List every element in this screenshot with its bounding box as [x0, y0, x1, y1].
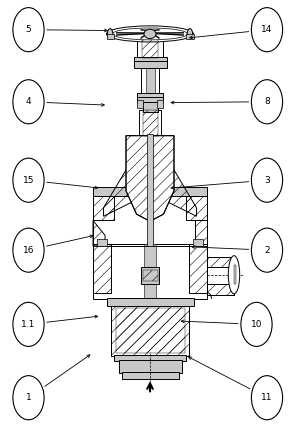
Bar	[137, 100, 143, 108]
Bar	[157, 100, 163, 108]
Text: 2: 2	[264, 245, 270, 255]
Text: 16: 16	[23, 245, 34, 255]
Bar	[186, 34, 194, 39]
Ellipse shape	[112, 28, 188, 40]
Bar	[118, 360, 182, 373]
Bar	[141, 267, 159, 284]
Circle shape	[251, 8, 283, 52]
Text: 14: 14	[261, 25, 273, 34]
Circle shape	[13, 158, 44, 202]
Bar	[137, 93, 163, 98]
Bar	[207, 257, 234, 267]
Bar	[106, 34, 114, 39]
Bar	[207, 257, 234, 295]
Bar	[144, 244, 156, 299]
Bar	[142, 37, 158, 58]
Ellipse shape	[107, 28, 113, 39]
Text: 4: 4	[26, 97, 31, 106]
Circle shape	[251, 80, 283, 124]
Polygon shape	[126, 136, 174, 221]
Circle shape	[13, 80, 44, 124]
Bar	[143, 134, 157, 212]
Bar	[141, 67, 159, 95]
Text: 1: 1	[26, 393, 32, 402]
Circle shape	[13, 228, 44, 272]
Ellipse shape	[144, 29, 156, 39]
Circle shape	[251, 158, 283, 202]
Text: 3: 3	[264, 176, 270, 185]
Circle shape	[251, 376, 283, 420]
Bar	[139, 110, 161, 136]
Bar	[142, 270, 158, 281]
Text: 8: 8	[264, 97, 270, 106]
Bar	[142, 110, 158, 136]
Bar	[137, 37, 163, 58]
Ellipse shape	[187, 28, 193, 39]
Text: 15: 15	[23, 176, 34, 185]
Bar	[146, 134, 154, 212]
Bar	[142, 102, 158, 112]
Bar	[93, 195, 207, 246]
Bar	[146, 67, 154, 95]
Bar	[134, 61, 166, 68]
Circle shape	[13, 376, 44, 420]
Bar	[234, 265, 236, 284]
Text: 10: 10	[251, 320, 262, 329]
Ellipse shape	[228, 256, 240, 294]
Ellipse shape	[106, 26, 194, 42]
Bar	[189, 244, 207, 293]
Bar	[93, 187, 207, 196]
Bar	[147, 134, 153, 246]
Bar	[134, 57, 166, 62]
Bar	[114, 355, 186, 361]
Bar	[193, 239, 203, 246]
Bar	[93, 244, 111, 293]
Circle shape	[251, 228, 283, 272]
Bar	[111, 305, 189, 356]
Circle shape	[13, 302, 44, 346]
Text: 11: 11	[261, 393, 273, 402]
Bar	[137, 97, 163, 103]
Bar	[111, 305, 189, 356]
Circle shape	[241, 302, 272, 346]
Text: 5: 5	[26, 25, 32, 34]
Text: 1.1: 1.1	[21, 320, 36, 329]
Bar	[116, 308, 184, 353]
Bar	[93, 244, 207, 299]
Circle shape	[13, 8, 44, 52]
Bar	[122, 372, 178, 379]
Bar	[106, 298, 194, 306]
Bar	[207, 284, 234, 295]
Bar	[97, 239, 107, 246]
